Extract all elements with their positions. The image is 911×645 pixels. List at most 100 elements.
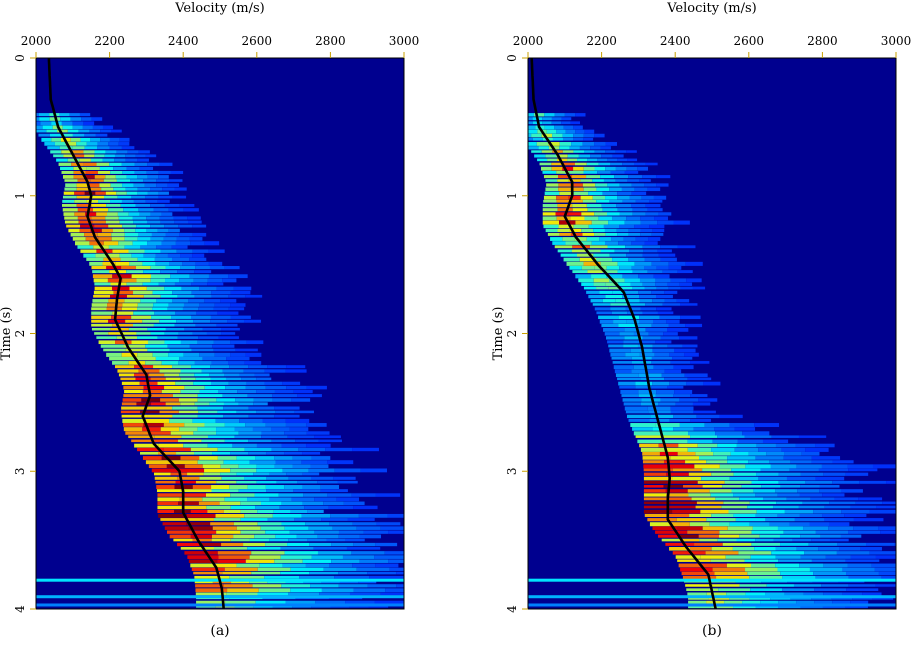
semblance-cell <box>169 418 193 423</box>
semblance-cell <box>619 183 632 187</box>
semblance-cell <box>173 216 188 220</box>
semblance-cell <box>566 261 584 266</box>
semblance-cell <box>694 542 723 546</box>
semblance-cell <box>602 270 618 274</box>
semblance-cell <box>651 385 668 389</box>
semblance-cell <box>221 332 236 335</box>
semblance-cell <box>121 414 148 418</box>
semblance-cell <box>217 447 245 452</box>
semblance-cell <box>134 443 159 448</box>
semblance-cell <box>376 522 401 526</box>
semblance-cell <box>516 125 526 129</box>
semblance-cell <box>713 451 731 456</box>
semblance-cell <box>293 489 321 493</box>
semblance-cell <box>331 559 360 563</box>
semblance-cell <box>91 266 107 270</box>
semblance-cell <box>159 369 181 373</box>
semblance-cell <box>380 592 404 596</box>
semblance-cell <box>102 125 114 130</box>
semblance-cell <box>586 237 600 241</box>
semblance-cell <box>528 121 533 125</box>
semblance-cell <box>834 497 859 501</box>
x-tick-label: 3000 <box>881 34 911 48</box>
semblance-cell <box>639 443 659 448</box>
semblance-cell <box>140 410 160 414</box>
semblance-cell <box>655 282 668 286</box>
semblance-cell <box>756 509 785 514</box>
semblance-cell <box>276 480 298 484</box>
semblance-cell <box>122 303 138 307</box>
semblance-cell <box>592 195 606 200</box>
semblance-cell <box>682 575 717 580</box>
semblance-cell <box>625 307 641 311</box>
semblance-cell <box>789 522 810 527</box>
semblance-cell <box>321 518 348 521</box>
semblance-cell <box>797 489 820 493</box>
semblance-cell <box>590 299 603 303</box>
semblance-cell <box>169 179 183 182</box>
semblance-cell <box>631 266 645 270</box>
semblance-cell <box>230 340 247 345</box>
semblance-cell <box>157 199 170 203</box>
semblance-cell <box>749 522 770 527</box>
semblance-cell <box>64 220 79 224</box>
semblance-cell <box>294 410 314 414</box>
semblance-cell <box>178 501 199 506</box>
semblance-cell <box>290 588 322 593</box>
semblance-cell <box>150 212 162 216</box>
semblance-cell <box>704 423 730 427</box>
semblance-cell <box>598 216 613 221</box>
semblance-cell <box>221 476 245 480</box>
semblance-cell <box>687 530 720 534</box>
semblance-cell <box>647 208 663 212</box>
semblance-cell <box>180 340 198 345</box>
semblance-cell <box>192 485 212 490</box>
semblance-cell <box>672 468 703 472</box>
semblance-cell <box>262 418 286 423</box>
semblance-cell <box>647 270 663 274</box>
semblance-cell <box>204 241 220 246</box>
semblance-cell <box>194 575 230 579</box>
semblance-cell <box>777 604 801 609</box>
semblance-cell <box>126 282 143 286</box>
semblance-cell <box>40 121 52 126</box>
semblance-cell <box>799 563 824 568</box>
semblance-cell <box>644 183 657 187</box>
semblance-cell <box>177 336 199 339</box>
semblance-cell <box>129 286 147 291</box>
semblance-cell <box>252 584 282 588</box>
semblance-cell <box>667 282 680 286</box>
semblance-cell <box>651 323 669 328</box>
semblance-cell <box>596 311 612 315</box>
semblance-cell <box>230 315 251 319</box>
semblance-cell <box>212 526 237 530</box>
semblance-cell <box>600 261 618 266</box>
semblance-cell <box>123 208 139 212</box>
semblance-cell <box>230 290 251 295</box>
semblance-cell <box>872 464 896 469</box>
semblance-cell <box>551 166 563 171</box>
semblance-cell <box>513 117 523 120</box>
semblance-cell <box>109 356 133 361</box>
semblance-cell <box>286 365 306 369</box>
semblance-cell <box>89 241 104 246</box>
semblance-cell <box>655 278 671 283</box>
semblance-cell <box>653 319 667 324</box>
semblance-cell <box>108 245 125 249</box>
semblance-cell <box>236 563 260 568</box>
semblance-cell <box>664 460 686 464</box>
semblance-cell <box>306 431 330 435</box>
semblance-cell <box>265 485 285 490</box>
semblance-cell <box>356 567 390 571</box>
semblance-cell <box>135 228 147 233</box>
semblance-cell <box>123 344 146 348</box>
semblance-cell <box>124 237 138 241</box>
semblance-cell <box>552 133 563 138</box>
semblance-cell <box>598 315 619 320</box>
semblance-cell <box>187 518 214 521</box>
semblance-cell <box>809 522 830 527</box>
semblance-cell <box>582 142 595 146</box>
semblance-cell <box>631 191 647 196</box>
semblance-cell <box>325 447 353 452</box>
semblance-cell <box>287 542 310 547</box>
